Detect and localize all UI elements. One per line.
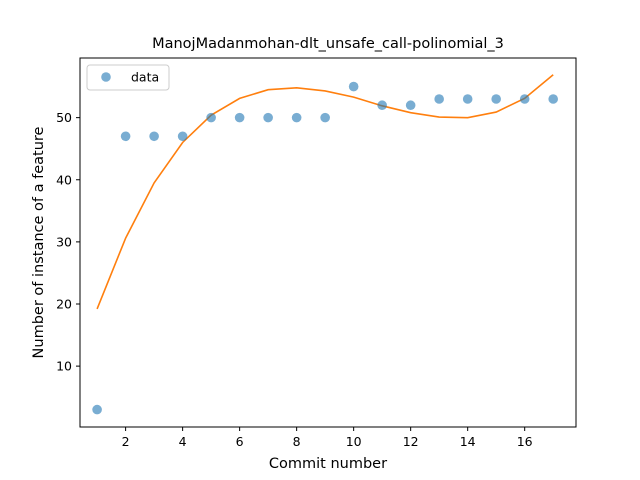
x-tick-label-6: 6 [236, 434, 244, 449]
x-axis-label: Commit number [269, 456, 387, 472]
data-point-8 [291, 112, 302, 123]
data-point-15 [491, 94, 501, 104]
data-point-12 [405, 100, 416, 111]
data-point-13 [434, 94, 444, 104]
axis-ticks: 2 4 6 8 10 12 14 16 10 20 30 40 50 [56, 110, 533, 449]
data-point-1 [92, 404, 102, 415]
x-tick-label-16: 16 [517, 434, 533, 449]
y-tick-label-50: 50 [56, 110, 72, 125]
legend: data [86, 64, 170, 91]
x-tick-label-4: 4 [179, 434, 187, 449]
plot-area [92, 74, 558, 415]
legend-marker [101, 72, 111, 82]
x-tick-label-12: 12 [403, 434, 419, 449]
data-point-2 [120, 131, 131, 142]
fitted-curve-line [96, 74, 554, 310]
axes-frame [79, 57, 577, 428]
data-point-10 [348, 81, 359, 92]
chart-title: ManojMadanmohan-dlt_unsafe_call-polinomi… [152, 36, 504, 52]
x-tick-label-10: 10 [346, 434, 362, 449]
data-point-7 [263, 112, 273, 123]
x-tick-label-8: 8 [293, 434, 301, 449]
data-point-11 [377, 100, 387, 111]
y-tick-label-10: 10 [56, 359, 72, 374]
y-axis-label: Number of instance of a feature [31, 126, 47, 358]
data-point-17 [548, 94, 558, 104]
data-point-3 [149, 131, 159, 142]
x-tick-label-14: 14 [460, 434, 476, 449]
y-tick-label-20: 20 [56, 297, 72, 312]
data-point-6 [234, 112, 245, 123]
data-point-9 [320, 112, 330, 123]
legend-entry-data: data [131, 70, 159, 85]
x-tick-label-2: 2 [122, 434, 130, 449]
legend-box [86, 64, 170, 91]
data-point-4 [177, 131, 188, 142]
y-tick-label-40: 40 [56, 172, 72, 187]
y-tick-label-30: 30 [56, 234, 72, 249]
data-point-14 [462, 94, 473, 104]
data-point-5 [206, 112, 216, 123]
data-point-16 [519, 94, 530, 104]
